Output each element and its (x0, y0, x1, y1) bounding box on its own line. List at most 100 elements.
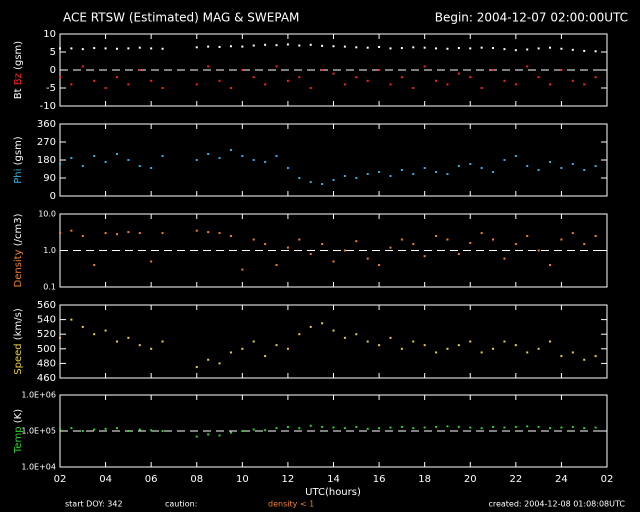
data-point (332, 329, 335, 332)
y-tick-label: 270 (37, 137, 56, 148)
y-tick-label: -5 (46, 83, 56, 94)
y-tick-label: 0.1 (43, 283, 56, 292)
caution: caution: (165, 500, 197, 509)
data-point (560, 167, 563, 169)
data-point (298, 238, 301, 241)
data-point (560, 69, 563, 71)
data-point (514, 155, 517, 157)
data-point (252, 428, 255, 431)
data-point (480, 87, 483, 89)
y-tick-label: 1.0E+05 (21, 427, 56, 436)
data-point (492, 238, 495, 241)
data-point (81, 325, 84, 328)
data-point (138, 428, 141, 431)
data-point (469, 340, 472, 343)
data-point (560, 426, 563, 429)
data-point (469, 426, 472, 429)
data-point (229, 431, 232, 434)
y-axis-label: Density (/cm3) (13, 213, 24, 287)
data-point (229, 351, 232, 354)
data-point (526, 234, 529, 237)
data-point (207, 65, 210, 68)
data-point (446, 173, 449, 175)
data-point (298, 333, 301, 336)
data-point (594, 76, 597, 79)
y-tick-label: 1.0 (43, 246, 56, 255)
data-point (514, 83, 517, 86)
data-point (309, 43, 312, 46)
data-point (343, 45, 346, 48)
data-point (252, 44, 255, 47)
data-point (286, 167, 289, 169)
data-point (378, 45, 381, 48)
data-point (435, 234, 438, 237)
y-tick-label: 10 (43, 29, 56, 40)
data-point (366, 46, 369, 49)
data-point (150, 47, 153, 50)
data-point (343, 336, 346, 339)
data-point (229, 45, 232, 48)
data-point (423, 167, 426, 169)
data-point (218, 157, 221, 159)
data-point (298, 177, 301, 179)
data-point (127, 159, 130, 161)
data-point (309, 181, 312, 183)
y-tick-label: 520 (37, 329, 56, 340)
data-point (549, 46, 552, 49)
data-point (59, 76, 61, 79)
data-point (59, 163, 61, 165)
data-point (93, 47, 96, 50)
data-point (218, 45, 221, 48)
data-point (480, 351, 483, 354)
data-point (298, 427, 301, 430)
data-point (115, 233, 118, 236)
data-point (321, 425, 324, 428)
series-label: Temp (13, 426, 24, 454)
data-point (560, 355, 563, 358)
data-point (492, 69, 495, 71)
data-point (480, 46, 483, 49)
data-point (104, 161, 107, 163)
data-point (571, 48, 574, 51)
data-point (161, 47, 164, 50)
data-point (115, 340, 118, 343)
data-point (70, 318, 73, 321)
data-point (161, 155, 164, 157)
data-point (298, 44, 301, 47)
data-point (583, 83, 586, 86)
data-point (195, 366, 198, 369)
data-point (378, 69, 381, 71)
data-point (435, 171, 438, 173)
data-point (332, 260, 335, 263)
data-point (161, 340, 164, 343)
data-point (70, 47, 73, 50)
data-point (127, 430, 130, 432)
data-point (583, 427, 586, 430)
data-point (571, 351, 574, 354)
data-point (503, 426, 506, 429)
y-tick-label: -10 (40, 101, 56, 112)
data-point (355, 177, 358, 179)
x-tick-label: 02 (54, 474, 67, 485)
data-point (207, 45, 210, 48)
data-point (59, 336, 61, 339)
data-point (571, 163, 574, 165)
data-point (115, 427, 118, 430)
data-point (275, 427, 278, 430)
data-point (241, 155, 244, 157)
data-point (492, 171, 495, 173)
data-point (264, 243, 267, 246)
data-point (514, 243, 517, 246)
data-point (115, 76, 118, 79)
data-point (537, 76, 540, 79)
data-point (138, 232, 141, 235)
data-point (560, 47, 563, 50)
data-point (321, 69, 324, 71)
data-point (457, 344, 460, 347)
data-point (138, 165, 141, 167)
data-point (366, 79, 369, 82)
data-point (594, 165, 597, 167)
data-point (70, 427, 73, 430)
data-point (366, 427, 369, 430)
